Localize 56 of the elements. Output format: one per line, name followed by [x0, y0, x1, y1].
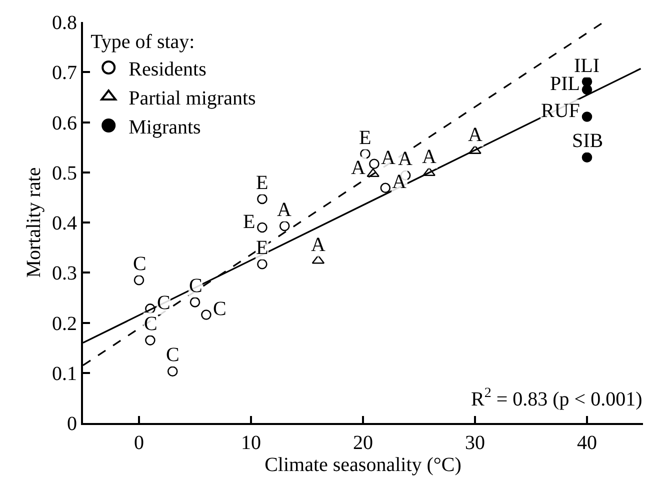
point [582, 112, 592, 122]
point [257, 194, 268, 204]
point [369, 158, 380, 169]
point [257, 222, 268, 233]
y-tick-label: 0.6 [52, 112, 77, 134]
x-tick-label: 20 [353, 432, 373, 454]
point [145, 335, 156, 346]
annotation: E [243, 211, 256, 233]
annotation: A [381, 147, 396, 169]
annotation: C [213, 298, 226, 320]
x-tick-label: 0 [134, 432, 144, 454]
legend-label: Partial migrants [128, 87, 256, 110]
x-tick-label: 10 [241, 432, 261, 454]
annotation: ILI [574, 55, 600, 77]
point [312, 254, 325, 264]
y-axis-title: Mortality rate [23, 167, 45, 278]
point [279, 220, 290, 232]
y-tick-label: 0.8 [52, 12, 77, 34]
y-tick-label: 0.2 [52, 312, 77, 335]
legend-title: Type of stay: [90, 31, 195, 53]
x-axis-title: Climate seasonality (°C) [264, 454, 462, 476]
annotation: R$^{2}$ = 0.83 (p < 0.001) [471, 386, 642, 410]
point [582, 152, 592, 162]
y-tick-label: 0.3 [52, 262, 77, 285]
point [167, 366, 178, 377]
y-tick-label: 0.5 [52, 162, 77, 184]
point [380, 182, 391, 194]
annotation: C [144, 313, 158, 335]
annotation: A [422, 146, 437, 168]
annotation: A [277, 199, 292, 221]
annotation: C [133, 253, 146, 275]
x-tick-label: 40 [577, 432, 597, 454]
point [134, 274, 144, 286]
annotation: C [166, 344, 180, 366]
annotation: RUF [541, 100, 580, 122]
x-tick-label: 30 [465, 432, 485, 454]
annotation: A [351, 157, 366, 179]
annotation: A [468, 124, 483, 146]
point [190, 297, 200, 308]
annotation: SIB [572, 130, 604, 152]
annotation: E [256, 172, 268, 194]
point [582, 84, 592, 95]
point [201, 310, 212, 320]
annotation: A [398, 148, 413, 170]
legend-label: Migrants [128, 116, 202, 138]
annotation: E [359, 127, 372, 149]
legend-label: Residents [128, 58, 207, 80]
y-tick-label: 0.1 [52, 362, 77, 385]
y-tick-label: 0 [67, 413, 77, 435]
annotation: E [256, 237, 268, 259]
y-tick-label: 0.7 [52, 62, 77, 84]
annotation: C [189, 275, 202, 297]
point [257, 258, 268, 270]
annotation: A [311, 234, 326, 256]
y-tick-label: 0.4 [52, 212, 77, 234]
annotation: C [157, 292, 170, 314]
